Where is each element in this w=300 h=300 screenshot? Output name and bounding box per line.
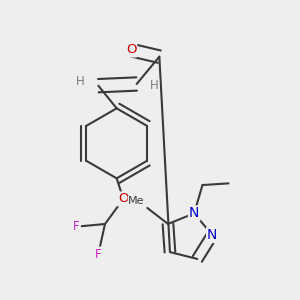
Text: H: H <box>150 79 158 92</box>
Text: Me: Me <box>128 196 145 206</box>
Text: O: O <box>118 193 129 206</box>
Text: F: F <box>74 220 80 233</box>
Text: H: H <box>76 75 84 88</box>
Text: N: N <box>207 228 217 242</box>
Text: F: F <box>95 248 102 260</box>
Text: O: O <box>126 44 136 56</box>
Text: N: N <box>189 206 199 220</box>
